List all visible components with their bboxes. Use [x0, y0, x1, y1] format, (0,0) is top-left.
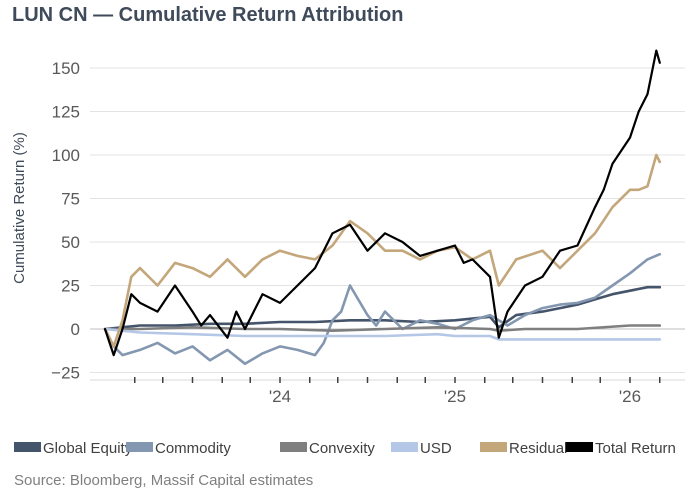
legend: Global Equity Commodity Convexity USD Residu…	[14, 440, 676, 457]
y-tick-label: 150	[52, 59, 80, 78]
y-tick-label: 75	[61, 190, 80, 209]
legend-label: USD	[420, 440, 452, 457]
y-tick-label: −25	[51, 364, 80, 383]
y-axis-label: Cumulative Return (%)	[11, 132, 28, 284]
series-line-total-return	[103, 49, 661, 357]
y-tick-label: 125	[52, 103, 80, 122]
legend-label: Convexity	[309, 440, 375, 457]
legend-swatch-usd	[391, 442, 418, 452]
x-tick-label: '25	[444, 387, 466, 406]
legend-label: Commodity	[155, 440, 231, 457]
y-tick-label: 0	[71, 320, 80, 339]
legend-swatch-residual	[480, 442, 507, 452]
legend-swatch-global-equity	[14, 442, 41, 452]
y-tick-label: 25	[61, 277, 80, 296]
series-line-usd	[103, 327, 662, 341]
legend-swatch-commodity	[126, 442, 153, 452]
legend-label: Total Return	[595, 440, 676, 457]
y-tick-label: 50	[61, 233, 80, 252]
axes: −25 0 25 50 75 100 125 150 '24 '25 '26	[51, 59, 685, 406]
series-lines	[103, 49, 662, 366]
chart-title: LUN CN — Cumulative Return Attribution	[12, 4, 404, 26]
series-line-convexity	[103, 324, 662, 332]
x-tick-label: '26	[619, 387, 641, 406]
x-tick-label: '24	[269, 387, 291, 406]
series-line-commodity	[103, 252, 662, 366]
legend-swatch-convexity	[280, 442, 307, 452]
source-note: Source: Bloomberg, Massif Capital estima…	[14, 472, 314, 489]
series-line-residual	[103, 153, 662, 348]
legend-label: Global Equity	[43, 440, 133, 457]
y-tick-label: 100	[52, 146, 80, 165]
legend-swatch-total-return	[566, 442, 593, 452]
series-line-global-equity	[103, 285, 662, 331]
legend-label: Residual	[509, 440, 567, 457]
